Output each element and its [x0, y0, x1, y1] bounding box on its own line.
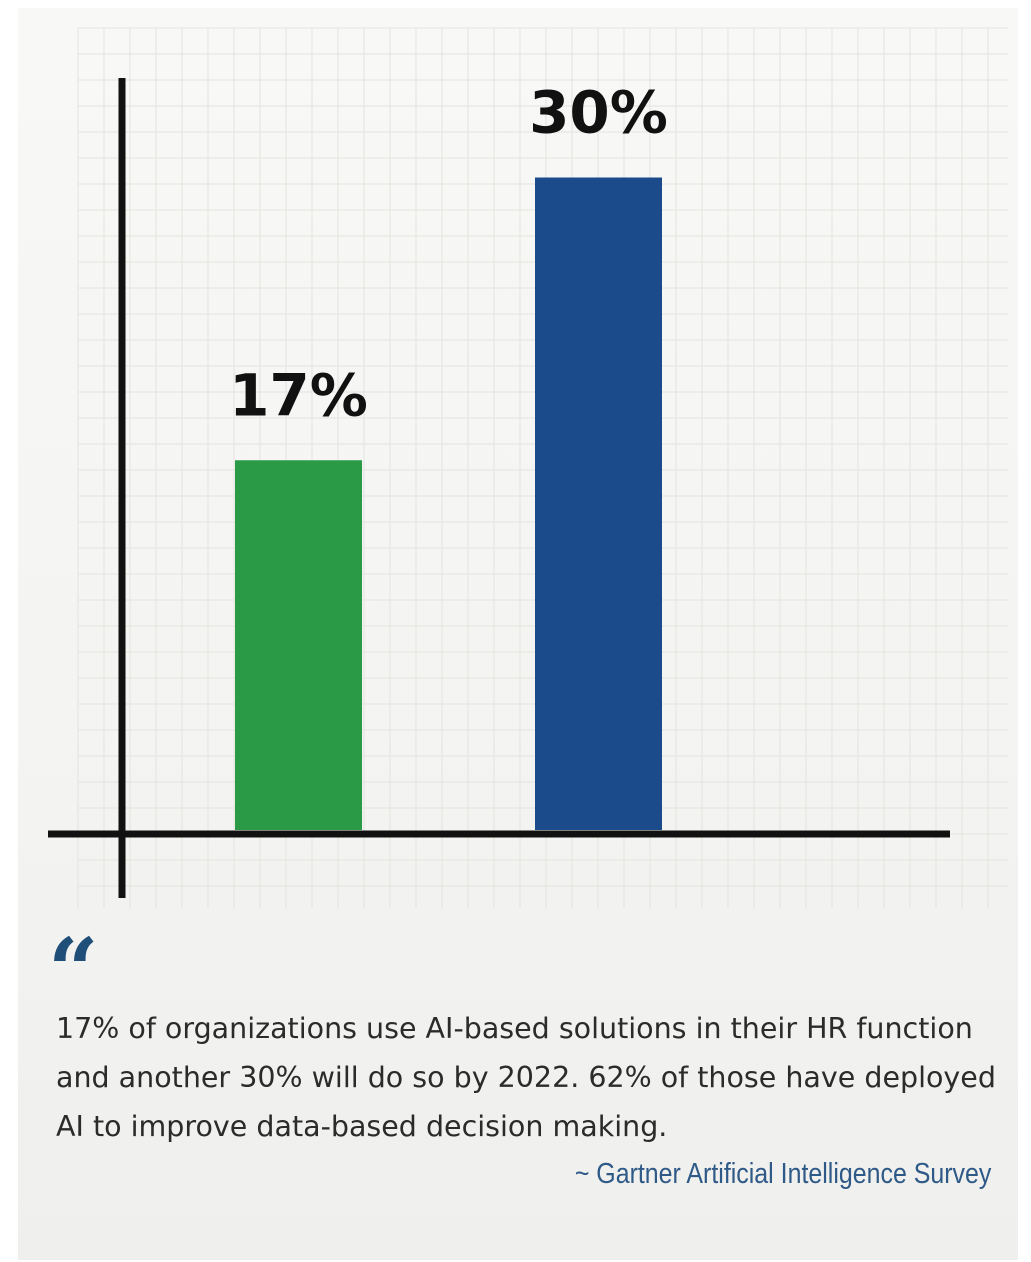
bar-value-label-2: 30% — [529, 79, 668, 147]
quote-source: ~ Gartner Artificial Intelligence Survey — [574, 1158, 991, 1190]
chart-bars — [235, 177, 662, 830]
quote-icon: “ — [48, 918, 99, 1022]
bar-value-label-1: 17% — [229, 361, 368, 429]
bar-chart: 17% 30% — [48, 27, 1008, 908]
bar-2 — [535, 177, 662, 830]
quote-text: 17% of organizations use AI-based soluti… — [56, 1012, 996, 1143]
bar-1 — [235, 460, 362, 830]
chart-data-labels: 17% 30% — [229, 79, 668, 430]
infographic-card: 17% 30% “ 17% of organizations use AI-bas… — [18, 8, 1018, 1260]
